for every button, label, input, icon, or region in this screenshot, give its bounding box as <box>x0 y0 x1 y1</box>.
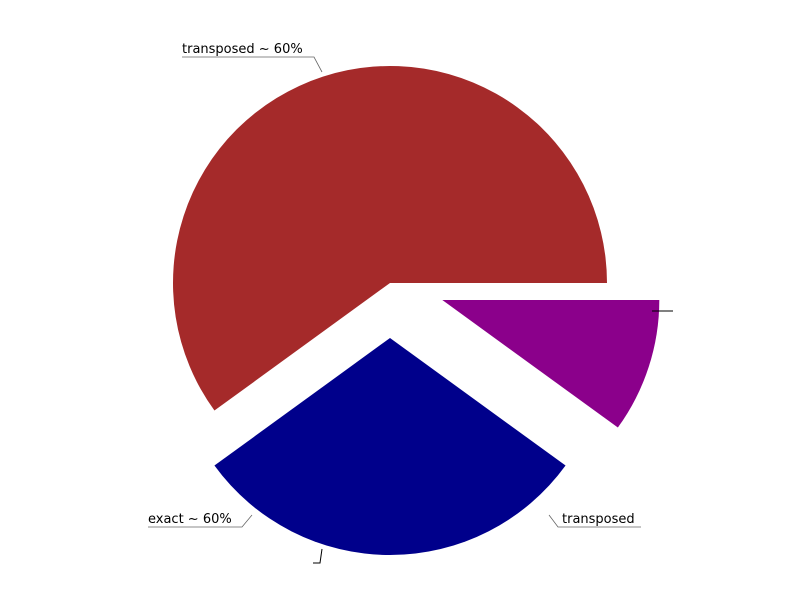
slice-label: transposed ~ 60% <box>182 42 303 57</box>
label-leader-line <box>182 56 323 73</box>
pie-slice <box>442 299 660 428</box>
pie-slice <box>214 338 566 556</box>
pie-slice <box>173 66 608 411</box>
slice-label: exact ~ 60% <box>148 512 232 527</box>
pie-slices <box>173 66 660 556</box>
empty-label-leader <box>313 548 323 564</box>
label-leader-line <box>548 514 641 528</box>
label-leader-line <box>148 514 253 528</box>
pie-labels: transposed ~ 60% transposed exact ~ 60% <box>148 42 673 564</box>
slice-label: transposed <box>562 512 635 527</box>
